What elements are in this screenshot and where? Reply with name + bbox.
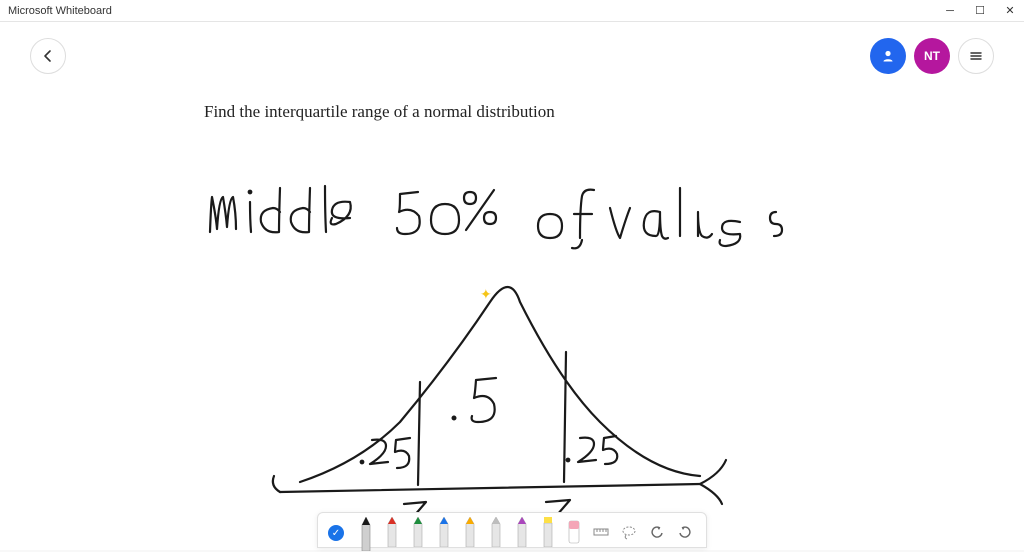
close-button[interactable]: ✕ — [1004, 4, 1016, 17]
eraser[interactable] — [564, 517, 584, 547]
minimize-button[interactable]: ─ — [944, 5, 956, 17]
pen-gray[interactable] — [486, 517, 506, 547]
sync-status-icon[interactable]: ✓ — [328, 525, 344, 541]
person-icon — [880, 48, 896, 64]
ruler-tool[interactable] — [590, 519, 612, 545]
whiteboard-content[interactable]: Find the interquartile range of a normal… — [0, 92, 1024, 510]
pen-yellow[interactable] — [460, 517, 480, 547]
window-title: Microsoft Whiteboard — [8, 5, 944, 17]
arrow-left-icon — [40, 48, 56, 64]
avatar-initials: NT — [924, 49, 940, 63]
pen-rainbow[interactable] — [512, 517, 532, 547]
pen-black[interactable] — [356, 517, 376, 547]
highlighter[interactable] — [538, 517, 558, 547]
maximize-button[interactable]: ☐ — [974, 4, 986, 17]
invite-button[interactable] — [870, 38, 906, 74]
top-toolbar: NT — [0, 36, 1024, 76]
cursor-indicator: ✦ — [480, 286, 492, 303]
hamburger-icon — [968, 48, 984, 64]
pen-toolbar: ✓ — [317, 512, 707, 548]
pen-red[interactable] — [382, 517, 402, 547]
window-controls: ─ ☐ ✕ — [944, 4, 1016, 17]
settings-menu-button[interactable] — [958, 38, 994, 74]
back-button[interactable] — [30, 38, 66, 74]
user-avatar[interactable]: NT — [914, 38, 950, 74]
window-titlebar: Microsoft Whiteboard ─ ☐ ✕ — [0, 0, 1024, 22]
undo-button[interactable] — [646, 519, 668, 545]
lasso-tool[interactable] — [618, 519, 640, 545]
ink-layer — [0, 92, 1024, 552]
canvas-area[interactable]: NT Find the interquartile range of a nor… — [0, 22, 1024, 550]
pen-blue[interactable] — [434, 517, 454, 547]
redo-button[interactable] — [674, 519, 696, 545]
pen-green[interactable] — [408, 517, 428, 547]
